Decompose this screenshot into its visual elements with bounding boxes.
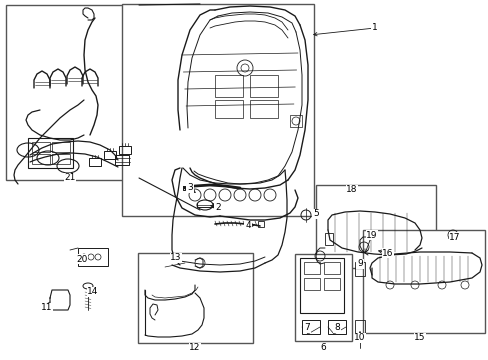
Text: 21: 21: [64, 174, 76, 183]
Text: 10: 10: [353, 333, 365, 342]
Text: 14: 14: [87, 288, 99, 297]
Bar: [6, 5, 139, 180]
Bar: [32, 142, 50, 152]
Bar: [325, 233, 332, 245]
Bar: [122, 4, 313, 216]
Text: 1: 1: [371, 23, 377, 32]
Bar: [258, 221, 264, 227]
Bar: [28, 138, 73, 168]
Bar: [299, 258, 343, 313]
Bar: [138, 253, 252, 343]
Bar: [52, 142, 70, 152]
Bar: [327, 320, 346, 334]
Bar: [32, 154, 50, 164]
Text: 18: 18: [346, 185, 357, 194]
Text: 6: 6: [320, 343, 325, 352]
Bar: [354, 262, 364, 276]
Bar: [249, 100, 278, 118]
Bar: [78, 248, 108, 266]
Bar: [215, 75, 243, 97]
Bar: [362, 230, 484, 333]
Bar: [304, 278, 319, 290]
Text: 5: 5: [312, 210, 318, 219]
Text: 7: 7: [304, 324, 309, 333]
Text: 9: 9: [356, 260, 362, 269]
Bar: [119, 146, 131, 154]
Bar: [289, 115, 302, 127]
Bar: [302, 320, 319, 334]
Bar: [315, 185, 435, 268]
Text: 2: 2: [215, 202, 221, 211]
Bar: [104, 151, 116, 159]
Bar: [115, 155, 129, 165]
Bar: [249, 75, 278, 97]
Text: 15: 15: [413, 333, 425, 342]
Bar: [215, 100, 243, 118]
Bar: [304, 262, 319, 274]
Text: 19: 19: [366, 230, 377, 239]
Bar: [324, 278, 339, 290]
Text: 20: 20: [76, 255, 87, 264]
Bar: [89, 158, 101, 166]
Bar: [294, 254, 351, 341]
Text: 16: 16: [382, 248, 393, 257]
Bar: [52, 154, 70, 164]
Text: 11: 11: [41, 303, 53, 312]
Text: 12: 12: [189, 343, 200, 352]
Text: 13: 13: [170, 253, 182, 262]
Text: 17: 17: [448, 233, 460, 242]
Text: 4: 4: [244, 221, 250, 230]
Text: 8: 8: [333, 324, 339, 333]
Bar: [324, 262, 339, 274]
Bar: [354, 320, 364, 334]
Text: 3: 3: [187, 184, 192, 193]
